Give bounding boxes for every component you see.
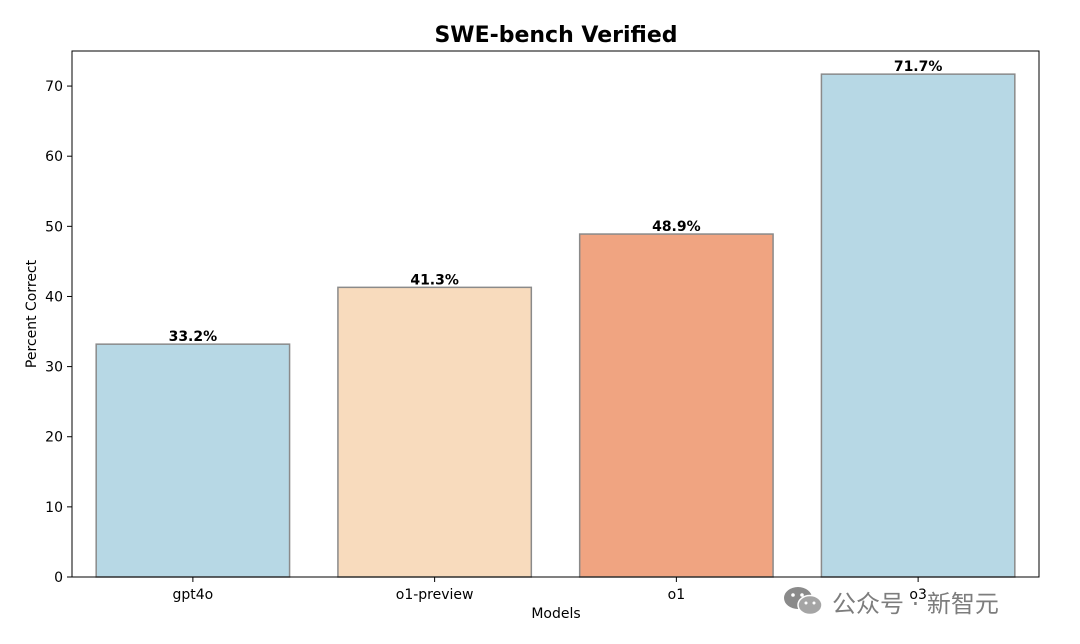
- x-tick-label-o1-preview: o1-preview: [396, 587, 474, 603]
- x-axis: gpt4o o1-preview o1 o3: [173, 577, 927, 603]
- y-tick-label-10: 10: [45, 500, 63, 516]
- plot-frame: [71, 50, 1040, 578]
- x-axis-label: Models: [531, 606, 580, 622]
- y-axis-label: Percent Correct: [24, 259, 40, 368]
- data-label-o1-preview: 41.3%: [410, 272, 459, 288]
- x-tick-label-o1: o1: [668, 587, 685, 603]
- bar-o1: [578, 233, 774, 578]
- y-tick-label-0: 0: [54, 570, 63, 586]
- y-tick-label-50: 50: [45, 219, 63, 235]
- y-tick-label-70: 70: [45, 79, 63, 95]
- x-tick-label-o3: o3: [909, 587, 926, 603]
- y-tick-label-30: 30: [45, 360, 63, 376]
- wechat-icon: [784, 587, 823, 616]
- y-tick-label-40: 40: [45, 289, 63, 305]
- y-tick-label-60: 60: [45, 149, 63, 165]
- y-tick-label-20: 20: [45, 430, 63, 446]
- bar-gpt4o: [95, 343, 291, 578]
- chart-title: SWE-bench Verified: [434, 23, 677, 48]
- bar-o3: [820, 73, 1016, 578]
- data-label-o3: 71.7%: [894, 59, 943, 75]
- watermark: 公众号 · 新智元: [782, 584, 999, 618]
- watermark-text: 公众号 · 新智元: [832, 589, 999, 618]
- bar-o1-preview: [337, 286, 533, 578]
- y-axis: 0 10 20 30 40 50 60 70: [45, 79, 72, 586]
- data-label-o1: 48.9%: [652, 219, 701, 235]
- bars-group: 33.2% 41.3% 48.9% 71.7%: [95, 59, 1016, 578]
- data-label-gpt4o: 33.2%: [169, 329, 218, 345]
- x-tick-label-gpt4o: gpt4o: [173, 587, 214, 603]
